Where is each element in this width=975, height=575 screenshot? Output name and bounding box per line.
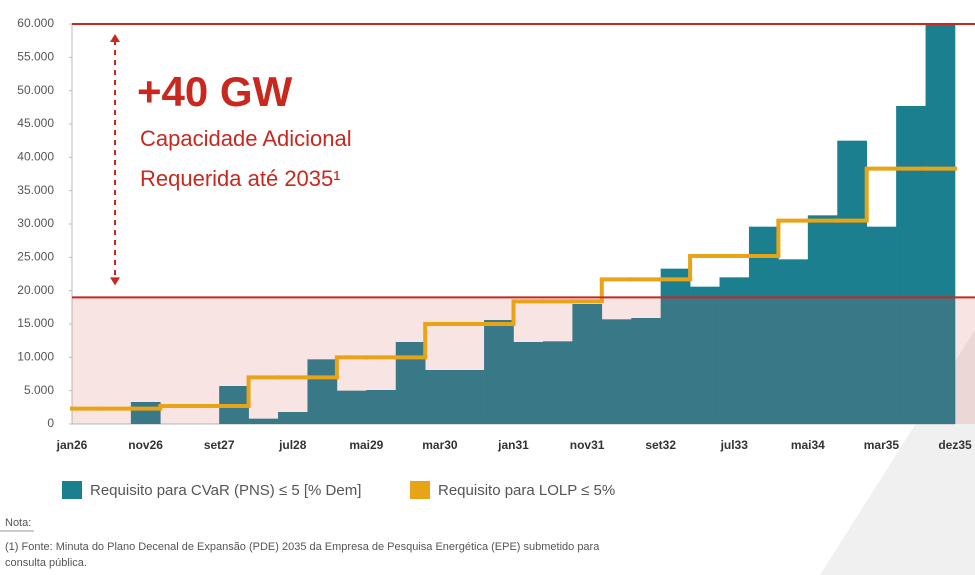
x-tick-label: jan31 [497,438,529,452]
x-tick-label: jan26 [56,438,88,452]
x-tick-label: set32 [645,438,676,452]
y-tick-label: 35.000 [17,183,54,197]
x-tick-label: mar35 [864,438,900,452]
arrow-head [110,34,120,42]
reference-band [72,297,975,424]
bar [807,215,838,424]
legend-swatch [62,481,82,499]
y-tick-label: 10.000 [17,350,54,364]
x-tick-label: jul28 [278,438,307,452]
bar [748,226,779,424]
y-tick-label: 20.000 [17,283,54,297]
x-tick-label: nov31 [570,438,605,452]
footnote: consulta pública. [5,557,87,569]
y-tick-label: 45.000 [17,116,54,130]
bar [837,140,867,424]
bar [896,106,926,424]
bar [366,390,397,424]
x-tick-label: dez35 [938,438,972,452]
bar [425,370,455,424]
y-tick-label: 30.000 [17,216,54,230]
bar [513,342,544,424]
y-tick-label: 50.000 [17,83,54,97]
y-tick-label: 15.000 [17,316,54,330]
annotation-headline: +40 GW [137,68,293,115]
x-tick-label: set27 [204,438,235,452]
bar [719,277,750,424]
bar [278,412,308,424]
bar [660,268,691,424]
legend-label: Requisito para CVaR (PNS) ≤ 5 [% Dem] [90,482,361,499]
annotation-line: Capacidade Adicional [140,126,352,151]
y-tick-label: 55.000 [17,50,54,64]
y-tick-label: 25.000 [17,250,54,264]
x-tick-label: jul33 [720,438,749,452]
x-tick-label: mai29 [349,438,383,452]
bar [925,24,956,424]
legend-label: Requisito para LOLP ≤ 5% [438,482,615,499]
bar [866,226,897,424]
bar [336,390,367,424]
bar [690,286,720,424]
bar [778,259,809,424]
bar [601,319,632,424]
y-tick-label: 5.000 [24,383,54,397]
bar [454,370,485,424]
legend-swatch [410,481,430,499]
footnote: (1) Fonte: Minuta do Plano Decenal de Ex… [5,541,600,553]
arrow-head [110,277,120,286]
y-tick-label: 40.000 [17,150,54,164]
bar [542,341,573,424]
annotation-line: Requerida até 2035¹ [140,166,341,191]
x-tick-label: mai34 [791,438,825,452]
bar [572,304,603,424]
x-tick-label: mar30 [422,438,458,452]
plot-area: 0 5.000 10.000 15.000 20.000 25.000 30.000 35.0… [17,16,975,452]
y-tick-label: 0 [47,416,54,430]
bar [484,320,514,424]
bar [631,318,661,424]
note-title: Nota: [5,517,31,529]
bar [248,418,279,424]
y-tick-label: 60.000 [17,16,54,30]
x-tick-label: nov26 [128,438,163,452]
bar [307,359,338,424]
